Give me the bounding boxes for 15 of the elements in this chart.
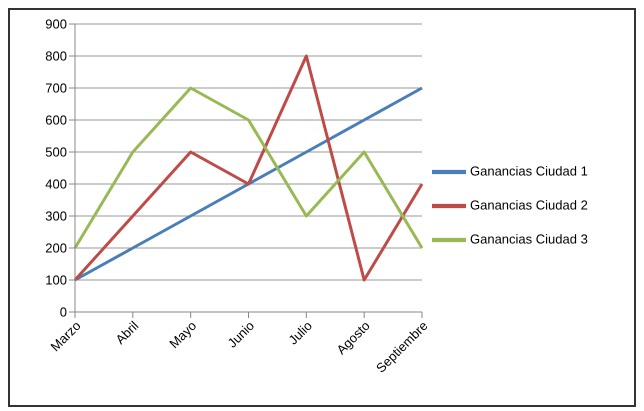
- legend-label: Ganancias Ciudad 3: [470, 231, 588, 246]
- line-series: [74, 86, 424, 250]
- y-tick-label: 600: [45, 112, 67, 128]
- x-tick-label: Julio: [285, 318, 315, 348]
- y-tick-label: 100: [45, 272, 67, 288]
- y-tick-label: 0: [60, 304, 67, 320]
- y-tick-label: 500: [45, 144, 67, 160]
- y-tick-label: 700: [45, 80, 67, 96]
- y-tick-label: 300: [45, 208, 67, 224]
- legend-label: Ganancias Ciudad 2: [470, 197, 588, 212]
- y-tick-label: 800: [45, 48, 67, 64]
- legend-label: Ganancias Ciudad 1: [470, 163, 588, 178]
- y-tick-label: 400: [45, 176, 67, 192]
- y-tick-label: 900: [45, 16, 67, 32]
- y-tick-label: 200: [45, 240, 67, 256]
